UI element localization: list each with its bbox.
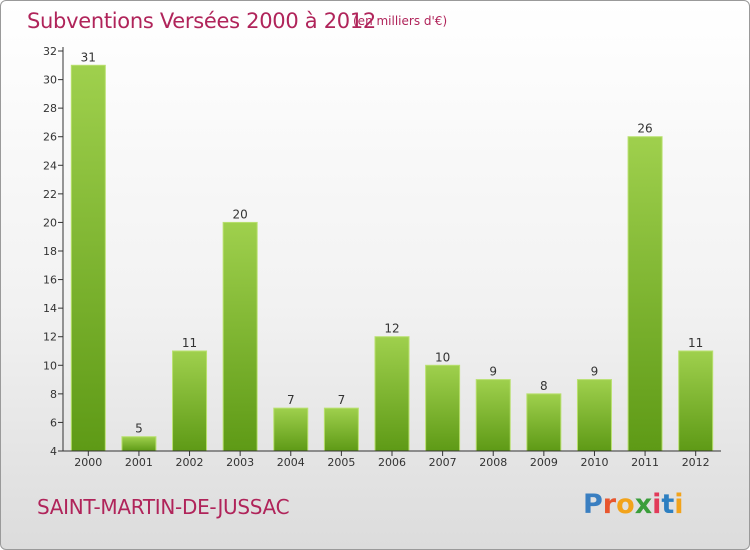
logo-letter: i (652, 489, 662, 520)
x-axis: 2000 2001 2002 2003 2004 2005 2006 2007 2008 2009… (63, 450, 721, 469)
bar-2000 (70, 64, 106, 452)
logo-letter: r (602, 489, 617, 520)
y-tick-label: 4 (50, 445, 57, 458)
x-tick-label-2010: 2010 (580, 456, 608, 469)
y-tick-label: 12 (43, 331, 57, 344)
logo-letter: t (661, 489, 675, 520)
bar-2008 (475, 379, 511, 452)
y-tick-label: 26 (43, 131, 57, 144)
x-tick-label-2012: 2012 (682, 456, 710, 469)
bar-2004 (273, 407, 309, 452)
y-tick-label: 28 (43, 102, 57, 115)
bar-2001 (121, 436, 157, 452)
y-tick-label: 24 (43, 159, 57, 172)
bar-2002 (172, 350, 208, 452)
bar-2012 (678, 350, 714, 452)
data-label-2011: 26 (637, 122, 652, 136)
x-tick-label-2007: 2007 (429, 456, 457, 469)
x-tick-label-2002: 2002 (176, 456, 204, 469)
x-tick-label-2000: 2000 (74, 456, 102, 469)
data-label-2007: 10 (435, 350, 450, 364)
bar-2006 (374, 336, 410, 452)
data-label-2003: 20 (233, 207, 248, 221)
y-tick-label: 18 (43, 245, 57, 258)
x-tick-label-2006: 2006 (378, 456, 406, 469)
logo-letter: x (634, 489, 653, 520)
logo-letter: o (616, 489, 635, 520)
bar-2005 (323, 407, 359, 452)
bar-2011 (627, 136, 663, 452)
y-tick-label: 6 (50, 416, 57, 429)
data-label-2002: 11 (182, 336, 197, 350)
data-label-2005: 7 (338, 393, 346, 407)
y-tick-label: 14 (43, 302, 57, 315)
y-tick-label: 32 (43, 45, 57, 58)
bar-2003 (222, 221, 258, 452)
data-label-2004: 7 (287, 393, 295, 407)
y-tick-label: 8 (50, 388, 57, 401)
bar-2007 (425, 364, 461, 452)
data-label-2012: 11 (688, 336, 703, 350)
y-tick-label: 10 (43, 359, 57, 372)
chart-title: Subventions Versées 2000 à 2012 (27, 9, 376, 33)
logo-letter: i (674, 489, 684, 520)
logo-letter: P (583, 489, 603, 520)
data-label-2009: 8 (540, 379, 548, 393)
x-tick-label-2009: 2009 (530, 456, 558, 469)
x-tick-label-2011: 2011 (631, 456, 659, 469)
data-label-2001: 5 (135, 422, 143, 436)
x-tick-label-2005: 2005 (327, 456, 355, 469)
data-label-2008: 9 (489, 365, 497, 379)
data-label-2000: 31 (81, 50, 96, 64)
bar-2010 (576, 379, 612, 452)
x-tick-label-2004: 2004 (277, 456, 305, 469)
chart-unit: (en milliers d'€) (353, 14, 448, 28)
x-tick-label-2008: 2008 (479, 456, 507, 469)
y-axis: 4 6 8 10 12 14 16 18 20 22 24 26 28 30 32 (43, 45, 64, 458)
bar-2009 (526, 393, 562, 452)
y-tick-label: 16 (43, 274, 57, 287)
proxiti-logo: Proxiti (583, 489, 684, 520)
x-tick-label-2001: 2001 (125, 456, 153, 469)
y-tick-label: 20 (43, 216, 57, 229)
data-label-2006: 12 (384, 322, 399, 336)
x-tick-label-2003: 2003 (226, 456, 254, 469)
data-label-2010: 9 (591, 365, 599, 379)
commune-name: SAINT-MARTIN-DE-JUSSAC (37, 495, 290, 519)
y-tick-label: 22 (43, 188, 57, 201)
bars: 31 5 11 20 7 7 12 10 9 8 9 26 11 (70, 50, 714, 452)
y-tick-label: 30 (43, 74, 57, 87)
